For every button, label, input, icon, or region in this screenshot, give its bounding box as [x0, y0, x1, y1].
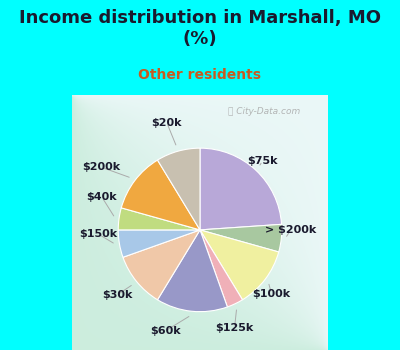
Wedge shape — [118, 230, 200, 257]
Wedge shape — [158, 148, 200, 230]
Wedge shape — [158, 230, 227, 312]
Wedge shape — [200, 148, 282, 230]
Text: $60k: $60k — [150, 326, 181, 336]
Text: ⓘ City-Data.com: ⓘ City-Data.com — [228, 107, 300, 116]
Text: > $200k: > $200k — [265, 225, 316, 235]
Wedge shape — [200, 230, 279, 300]
Text: $100k: $100k — [252, 289, 291, 299]
Text: $40k: $40k — [86, 192, 117, 202]
Wedge shape — [200, 224, 282, 252]
Text: $150k: $150k — [79, 229, 117, 239]
Text: Income distribution in Marshall, MO
(%): Income distribution in Marshall, MO (%) — [19, 9, 381, 48]
Text: Other residents: Other residents — [138, 68, 262, 82]
Wedge shape — [123, 230, 200, 300]
Text: $200k: $200k — [82, 162, 121, 172]
Wedge shape — [121, 160, 200, 230]
Text: $125k: $125k — [215, 323, 254, 333]
Wedge shape — [118, 208, 200, 230]
Text: $20k: $20k — [152, 118, 182, 128]
Text: $75k: $75k — [247, 156, 278, 166]
Wedge shape — [200, 230, 242, 307]
Text: $30k: $30k — [102, 290, 132, 300]
